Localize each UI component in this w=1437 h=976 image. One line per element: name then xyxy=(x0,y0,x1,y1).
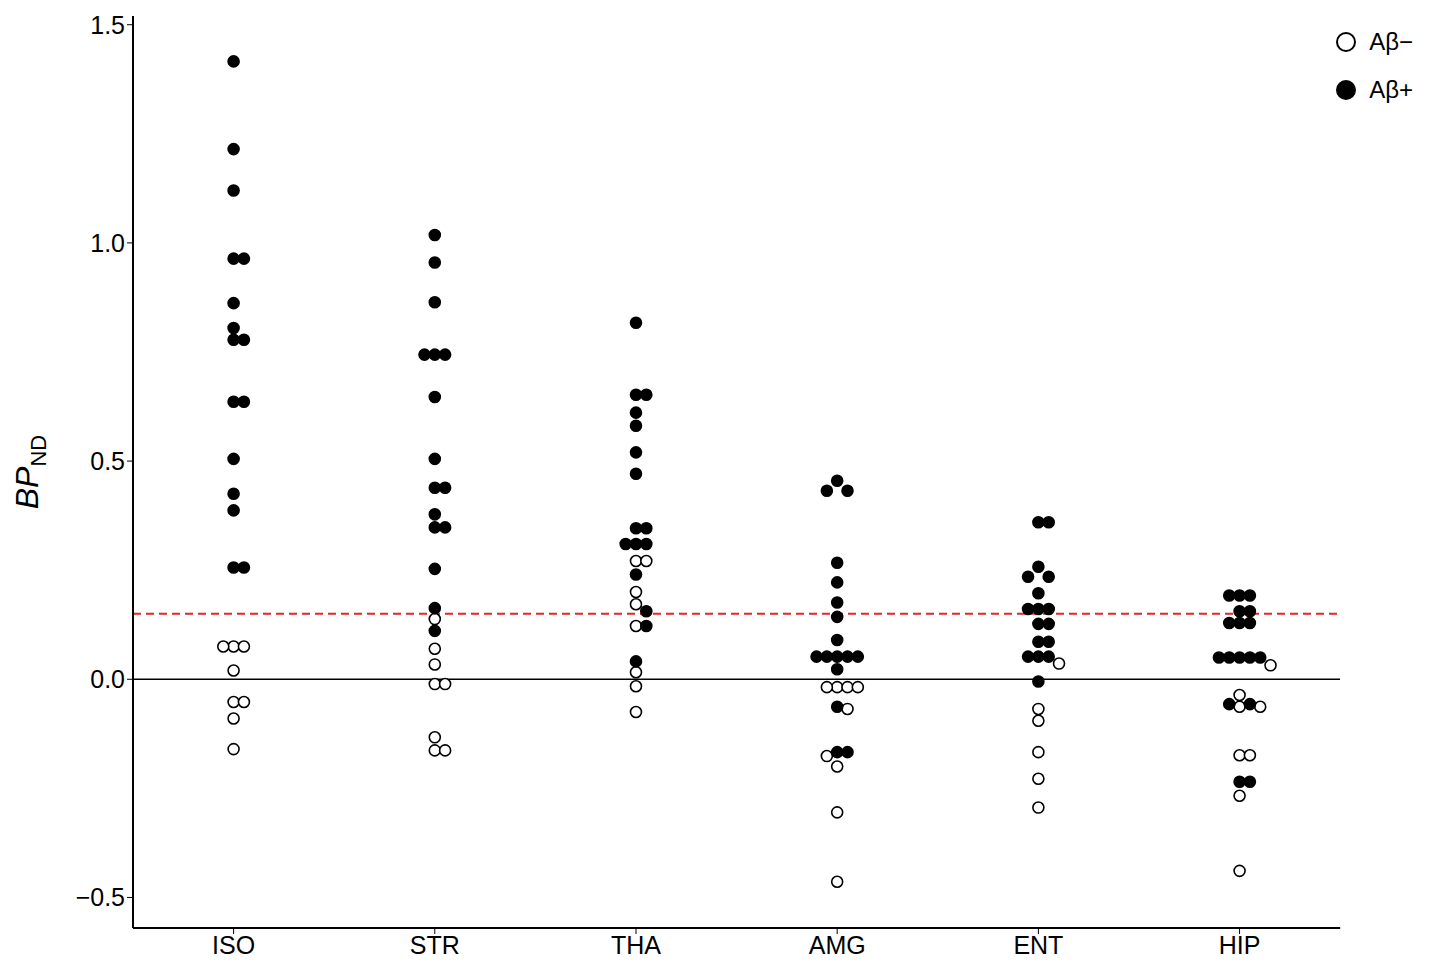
svg-text:ENT: ENT xyxy=(1013,931,1063,959)
html-text:Aβ+: Aβ+ xyxy=(1369,76,1413,103)
html-text:Aβ−: Aβ− xyxy=(1369,28,1413,55)
svg-text:1.5: 1.5 xyxy=(90,11,125,39)
svg-text:STR: STR xyxy=(410,931,460,959)
svg-text:−0.5: −0.5 xyxy=(76,883,125,911)
svg-text:0.5: 0.5 xyxy=(90,447,125,475)
svg-text:HIP: HIP xyxy=(1219,931,1261,959)
svg-text:1.0: 1.0 xyxy=(90,229,125,257)
svg-text:THA: THA xyxy=(611,931,661,959)
svg-text:ISO: ISO xyxy=(212,931,255,959)
svg-text:BPND: BPND xyxy=(9,435,51,509)
svg-text:AMG: AMG xyxy=(809,931,866,959)
svg-text:0.0: 0.0 xyxy=(90,665,125,693)
